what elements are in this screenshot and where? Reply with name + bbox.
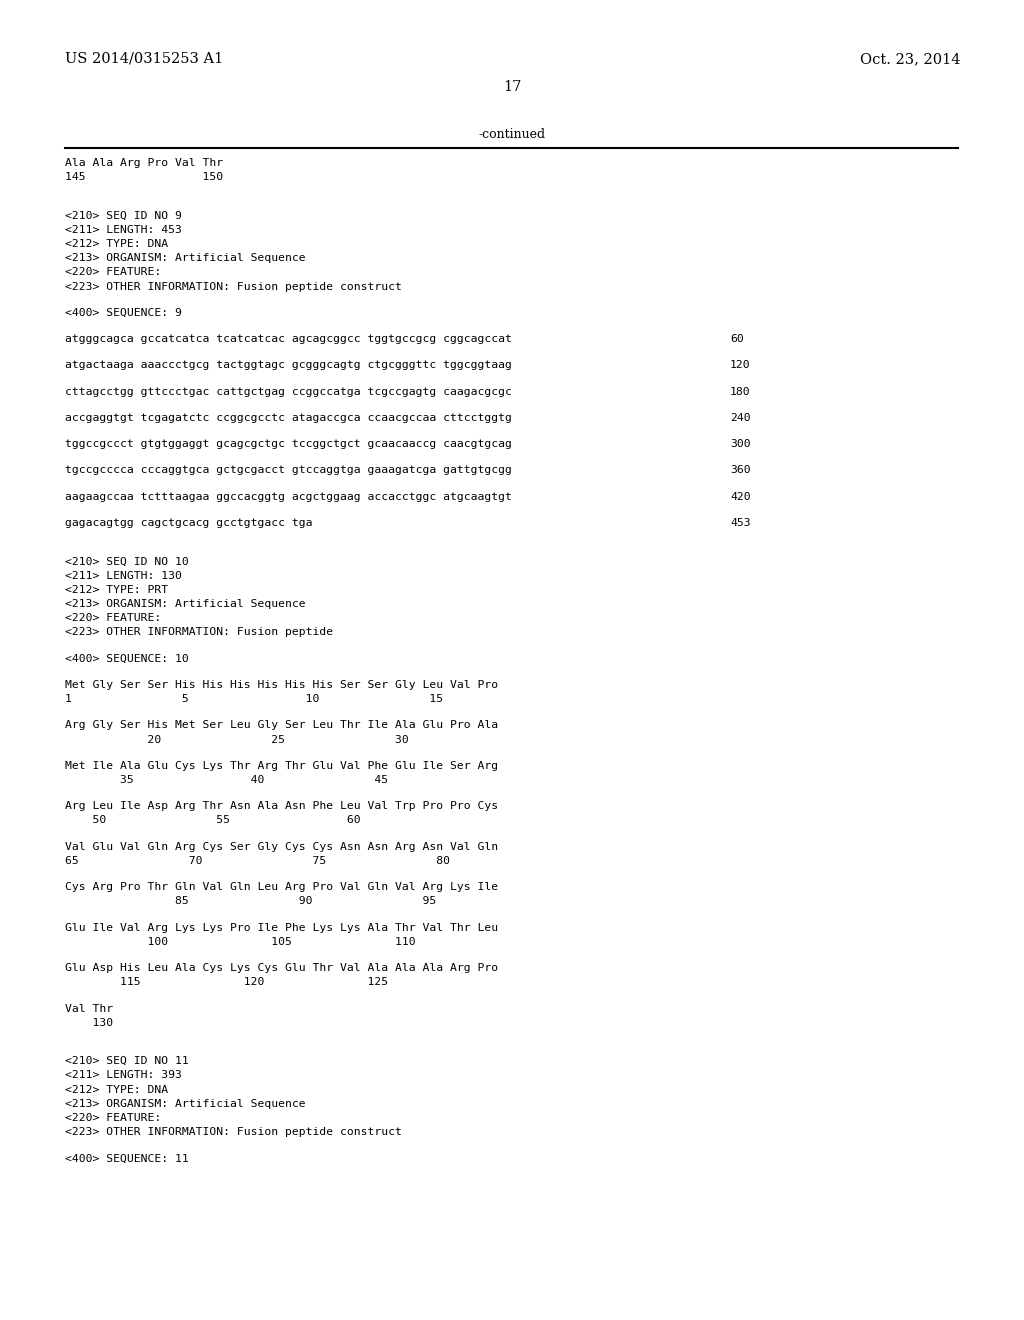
Text: <212> TYPE: DNA: <212> TYPE: DNA [65, 239, 168, 249]
Text: Glu Asp His Leu Ala Cys Lys Cys Glu Thr Val Ala Ala Ala Arg Pro: Glu Asp His Leu Ala Cys Lys Cys Glu Thr … [65, 964, 498, 973]
Text: <210> SEQ ID NO 10: <210> SEQ ID NO 10 [65, 556, 188, 566]
Text: aagaagccaa tctttaagaa ggccacggtg acgctggaag accacctggc atgcaagtgt: aagaagccaa tctttaagaa ggccacggtg acgctgg… [65, 491, 512, 502]
Text: 50                55                 60: 50 55 60 [65, 816, 360, 825]
Text: 180: 180 [730, 387, 751, 396]
Text: atgggcagca gccatcatca tcatcatcac agcagcggcc tggtgccgcg cggcagccat: atgggcagca gccatcatca tcatcatcac agcagcg… [65, 334, 512, 345]
Text: tggccgccct gtgtggaggt gcagcgctgc tccggctgct gcaacaaccg caacgtgcag: tggccgccct gtgtggaggt gcagcgctgc tccggct… [65, 440, 512, 449]
Text: 35                 40                45: 35 40 45 [65, 775, 388, 785]
Text: <211> LENGTH: 453: <211> LENGTH: 453 [65, 224, 182, 235]
Text: -continued: -continued [478, 128, 546, 141]
Text: 20                25                30: 20 25 30 [65, 734, 409, 744]
Text: <223> OTHER INFORMATION: Fusion peptide construct: <223> OTHER INFORMATION: Fusion peptide … [65, 1127, 401, 1137]
Text: 130: 130 [65, 1018, 113, 1028]
Text: gagacagtgg cagctgcacg gcctgtgacc tga: gagacagtgg cagctgcacg gcctgtgacc tga [65, 517, 312, 528]
Text: accgaggtgt tcgagatctc ccggcgcctc atagaccgca ccaacgccaa cttcctggtg: accgaggtgt tcgagatctc ccggcgcctc atagacc… [65, 413, 512, 422]
Text: <223> OTHER INFORMATION: Fusion peptide: <223> OTHER INFORMATION: Fusion peptide [65, 627, 333, 638]
Text: 300: 300 [730, 440, 751, 449]
Text: tgccgcccca cccaggtgca gctgcgacct gtccaggtga gaaagatcga gattgtgcgg: tgccgcccca cccaggtgca gctgcgacct gtccagg… [65, 466, 512, 475]
Text: 420: 420 [730, 491, 751, 502]
Text: <220> FEATURE:: <220> FEATURE: [65, 1113, 161, 1123]
Text: Val Glu Val Gln Arg Cys Ser Gly Cys Cys Asn Asn Arg Asn Val Gln: Val Glu Val Gln Arg Cys Ser Gly Cys Cys … [65, 842, 498, 851]
Text: <400> SEQUENCE: 11: <400> SEQUENCE: 11 [65, 1154, 188, 1163]
Text: 1                5                 10                15: 1 5 10 15 [65, 694, 443, 704]
Text: Ala Ala Arg Pro Val Thr: Ala Ala Arg Pro Val Thr [65, 158, 223, 168]
Text: 120: 120 [730, 360, 751, 371]
Text: 100               105               110: 100 105 110 [65, 937, 416, 946]
Text: 115               120               125: 115 120 125 [65, 977, 388, 987]
Text: Met Gly Ser Ser His His His His His His Ser Ser Gly Leu Val Pro: Met Gly Ser Ser His His His His His His … [65, 680, 498, 690]
Text: <213> ORGANISM: Artificial Sequence: <213> ORGANISM: Artificial Sequence [65, 253, 305, 263]
Text: <213> ORGANISM: Artificial Sequence: <213> ORGANISM: Artificial Sequence [65, 1098, 305, 1109]
Text: 65                70                75                80: 65 70 75 80 [65, 855, 450, 866]
Text: <220> FEATURE:: <220> FEATURE: [65, 268, 161, 277]
Text: 453: 453 [730, 517, 751, 528]
Text: <400> SEQUENCE: 9: <400> SEQUENCE: 9 [65, 308, 182, 318]
Text: 360: 360 [730, 466, 751, 475]
Text: <211> LENGTH: 130: <211> LENGTH: 130 [65, 570, 182, 581]
Text: <210> SEQ ID NO 11: <210> SEQ ID NO 11 [65, 1056, 188, 1067]
Text: 60: 60 [730, 334, 743, 345]
Text: <211> LENGTH: 393: <211> LENGTH: 393 [65, 1071, 182, 1080]
Text: Met Ile Ala Glu Cys Lys Thr Arg Thr Glu Val Phe Glu Ile Ser Arg: Met Ile Ala Glu Cys Lys Thr Arg Thr Glu … [65, 760, 498, 771]
Text: Arg Gly Ser His Met Ser Leu Gly Ser Leu Thr Ile Ala Glu Pro Ala: Arg Gly Ser His Met Ser Leu Gly Ser Leu … [65, 721, 498, 730]
Text: 240: 240 [730, 413, 751, 422]
Text: <212> TYPE: PRT: <212> TYPE: PRT [65, 585, 168, 595]
Text: atgactaaga aaaccctgcg tactggtagc gcgggcagtg ctgcgggttc tggcggtaag: atgactaaga aaaccctgcg tactggtagc gcgggca… [65, 360, 512, 371]
Text: US 2014/0315253 A1: US 2014/0315253 A1 [65, 51, 223, 66]
Text: Glu Ile Val Arg Lys Lys Pro Ile Phe Lys Lys Ala Thr Val Thr Leu: Glu Ile Val Arg Lys Lys Pro Ile Phe Lys … [65, 923, 498, 933]
Text: 85                90                95: 85 90 95 [65, 896, 436, 907]
Text: Arg Leu Ile Asp Arg Thr Asn Ala Asn Phe Leu Val Trp Pro Pro Cys: Arg Leu Ile Asp Arg Thr Asn Ala Asn Phe … [65, 801, 498, 812]
Text: 145                 150: 145 150 [65, 172, 223, 182]
Text: <210> SEQ ID NO 9: <210> SEQ ID NO 9 [65, 210, 182, 220]
Text: <223> OTHER INFORMATION: Fusion peptide construct: <223> OTHER INFORMATION: Fusion peptide … [65, 281, 401, 292]
Text: <400> SEQUENCE: 10: <400> SEQUENCE: 10 [65, 653, 188, 664]
Text: Oct. 23, 2014: Oct. 23, 2014 [859, 51, 961, 66]
Text: Val Thr: Val Thr [65, 1003, 113, 1014]
Text: <220> FEATURE:: <220> FEATURE: [65, 612, 161, 623]
Text: Cys Arg Pro Thr Gln Val Gln Leu Arg Pro Val Gln Val Arg Lys Ile: Cys Arg Pro Thr Gln Val Gln Leu Arg Pro … [65, 882, 498, 892]
Text: 17: 17 [503, 81, 521, 94]
Text: cttagcctgg gttccctgac cattgctgag ccggccatga tcgccgagtg caagacgcgc: cttagcctgg gttccctgac cattgctgag ccggcca… [65, 387, 512, 396]
Text: <212> TYPE: DNA: <212> TYPE: DNA [65, 1085, 168, 1094]
Text: <213> ORGANISM: Artificial Sequence: <213> ORGANISM: Artificial Sequence [65, 599, 305, 609]
